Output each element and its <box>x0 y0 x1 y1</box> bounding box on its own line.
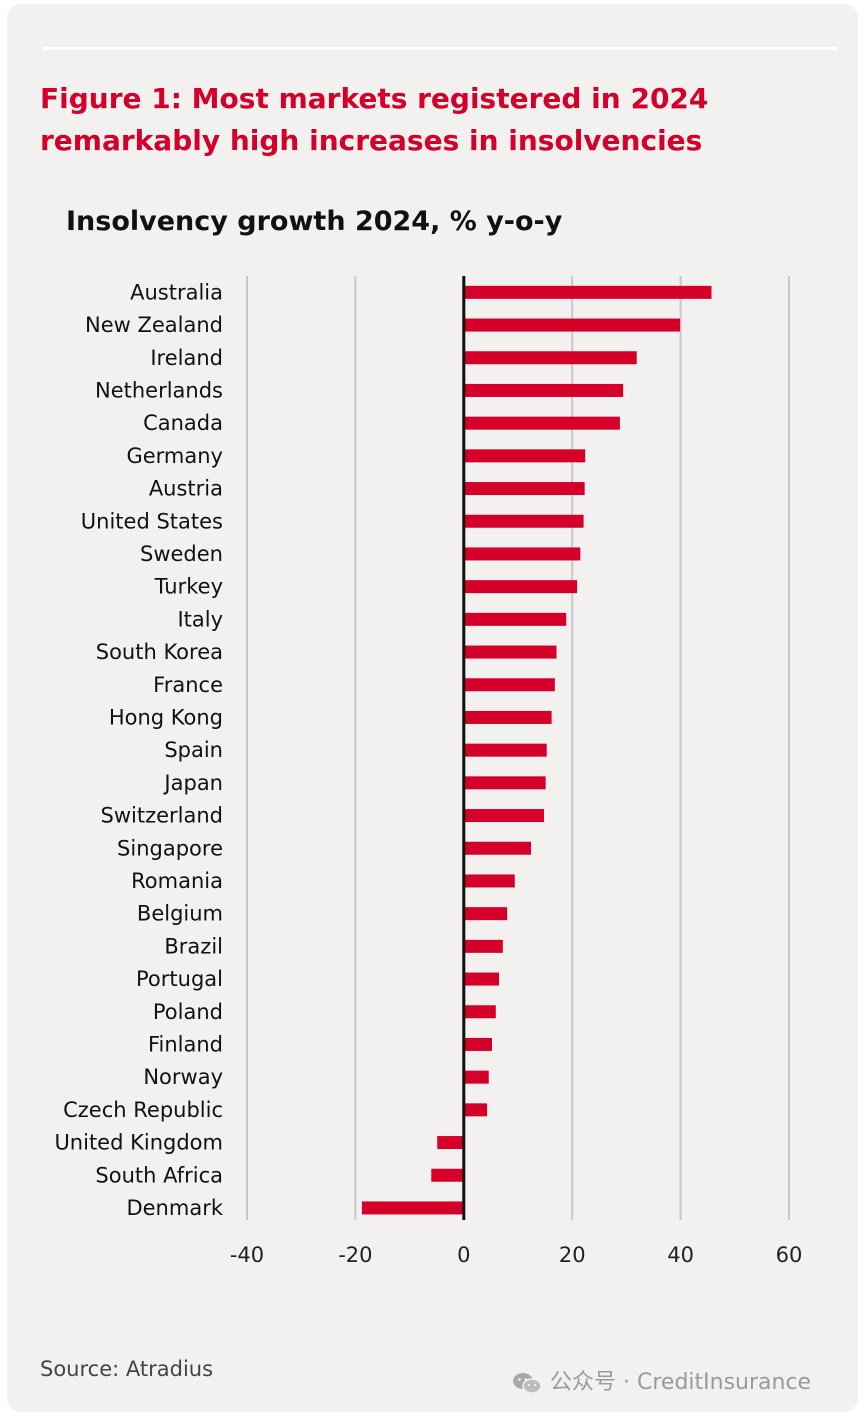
category-label: South Africa <box>95 1163 223 1187</box>
bar <box>463 351 637 365</box>
category-label: Belgium <box>137 902 223 926</box>
bar <box>463 776 546 790</box>
bar <box>463 416 620 430</box>
x-tick-label: -20 <box>338 1243 372 1267</box>
bar <box>463 972 500 986</box>
category-label: Turkey <box>154 575 223 599</box>
category-label: Czech Republic <box>63 1098 223 1122</box>
category-label: Poland <box>153 1000 223 1024</box>
bar <box>463 645 557 659</box>
category-label: Japan <box>162 771 223 795</box>
category-label: Switzerland <box>101 804 224 828</box>
bar <box>463 743 547 757</box>
x-tick-label: 60 <box>776 1243 803 1267</box>
bar-chart: -40 -20 0 20 40 60 Australia New Zealand Ireland… <box>54 276 803 1267</box>
watermark-text: 公众号 · CreditInsurance <box>550 1370 812 1395</box>
category-label: Hong Kong <box>109 705 223 729</box>
category-label: Netherlands <box>95 378 223 402</box>
bar <box>431 1168 464 1182</box>
bar <box>463 580 578 594</box>
top-divider <box>43 47 837 50</box>
category-label: Spain <box>164 738 223 762</box>
category-label: Denmark <box>126 1196 223 1220</box>
category-label: Romania <box>131 869 223 893</box>
category-label: Portugal <box>136 967 223 991</box>
bar <box>463 939 503 953</box>
bar <box>463 809 545 823</box>
category-label: Sweden <box>140 542 223 566</box>
watermark: 公众号 · CreditInsurance <box>512 1368 811 1398</box>
bar <box>463 841 532 855</box>
bar <box>463 1070 489 1084</box>
category-label: Austria <box>149 477 223 501</box>
bar <box>463 318 681 332</box>
category-label: Australia <box>130 280 223 304</box>
category-label: Italy <box>177 607 223 631</box>
bar <box>463 874 515 888</box>
x-tick-label: 20 <box>559 1243 586 1267</box>
category-label: United States <box>81 509 223 533</box>
x-tick-label: 40 <box>667 1243 694 1267</box>
bar <box>463 1103 488 1117</box>
chart-title: Insolvency growth 2024, % y-o-y <box>66 206 563 237</box>
category-label: South Korea <box>96 640 223 664</box>
bar <box>463 1037 492 1051</box>
bar <box>463 514 584 528</box>
bar <box>463 285 712 299</box>
category-label: Germany <box>126 444 223 468</box>
figure-title: Figure 1: Most markets registered in 202… <box>40 82 709 157</box>
x-tick-label: -40 <box>230 1243 264 1267</box>
bar <box>463 1005 496 1019</box>
category-label: Canada <box>143 411 223 435</box>
bar <box>463 678 555 692</box>
category-label: Singapore <box>117 836 223 860</box>
category-label: United Kingdom <box>54 1131 223 1155</box>
category-label: Norway <box>143 1065 223 1089</box>
category-label: Ireland <box>150 346 223 370</box>
bar <box>463 710 552 724</box>
bar <box>361 1201 464 1215</box>
source-note: Source: Atradius <box>40 1357 214 1381</box>
bar <box>437 1136 464 1150</box>
bar <box>463 907 508 921</box>
bar <box>463 449 586 463</box>
x-tick-label: 0 <box>457 1243 470 1267</box>
category-label: Brazil <box>164 934 223 958</box>
bar <box>463 547 581 561</box>
bar <box>463 482 585 496</box>
wechat-icon <box>513 1373 542 1394</box>
category-label: New Zealand <box>85 313 223 337</box>
bar <box>463 383 624 397</box>
category-label: Finland <box>148 1032 223 1056</box>
bar <box>463 612 567 626</box>
category-label: France <box>153 673 223 697</box>
